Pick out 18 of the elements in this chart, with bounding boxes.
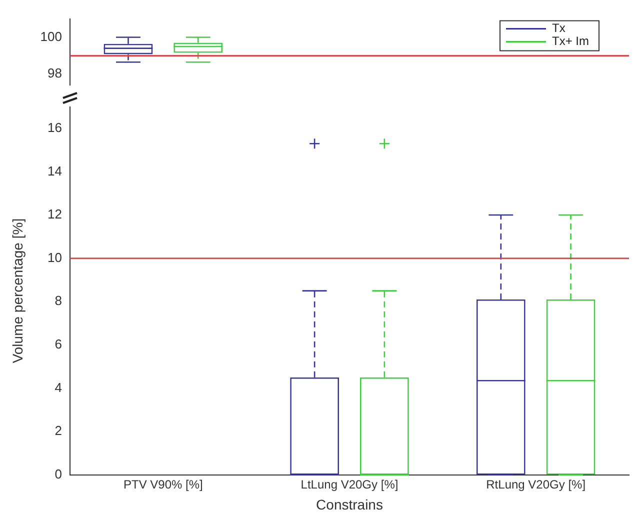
y-tick-label: 2 <box>54 423 62 438</box>
y-tick-label: 6 <box>54 336 62 352</box>
x-tick-label: RtLung V20Gy [%] <box>486 477 586 492</box>
y-tick-label: 8 <box>54 293 62 308</box>
y-tick-label: 100 <box>40 28 62 44</box>
y-tick-label: 16 <box>48 120 62 136</box>
legend-label: Tx+ Im <box>552 34 590 48</box>
y-tick-label: 12 <box>48 206 62 222</box>
y-tick-label: 14 <box>48 163 62 178</box>
x-axis-title: Constrains <box>316 496 383 512</box>
x-tick-label: PTV V90% [%] <box>123 477 203 492</box>
y-tick-label: 0 <box>54 466 62 482</box>
x-tick-label: LtLung V20Gy [%] <box>300 477 398 492</box>
y-axis-title: Volume percentage [%] <box>9 218 26 364</box>
y-tick-label: 98 <box>48 66 62 81</box>
y-tick-label: 10 <box>48 250 62 265</box>
legend-label: Tx <box>552 21 566 36</box>
y-tick-label: 4 <box>54 380 62 395</box>
